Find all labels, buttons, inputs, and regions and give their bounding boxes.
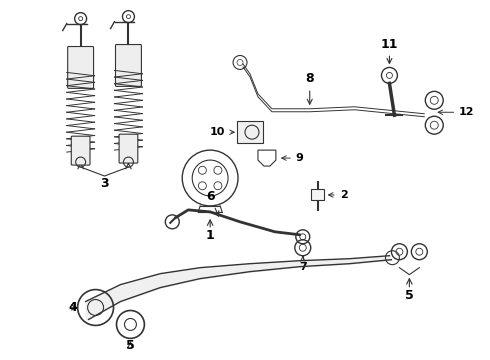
Text: 5: 5: [126, 339, 135, 352]
FancyBboxPatch shape: [71, 136, 90, 165]
Text: 8: 8: [305, 72, 314, 104]
Text: 2: 2: [329, 190, 347, 200]
FancyBboxPatch shape: [116, 45, 142, 86]
FancyBboxPatch shape: [68, 46, 94, 88]
Text: 7: 7: [299, 256, 307, 272]
Text: 9: 9: [282, 153, 304, 163]
Text: 10: 10: [210, 127, 234, 137]
Text: 6: 6: [206, 190, 219, 216]
Text: 12: 12: [438, 107, 475, 117]
FancyBboxPatch shape: [119, 134, 138, 163]
Text: 1: 1: [206, 229, 215, 242]
Text: 11: 11: [381, 37, 398, 63]
Text: 4: 4: [69, 301, 77, 314]
FancyBboxPatch shape: [311, 189, 324, 201]
Text: 3: 3: [100, 177, 109, 190]
Text: 5: 5: [405, 289, 414, 302]
FancyBboxPatch shape: [237, 121, 263, 143]
